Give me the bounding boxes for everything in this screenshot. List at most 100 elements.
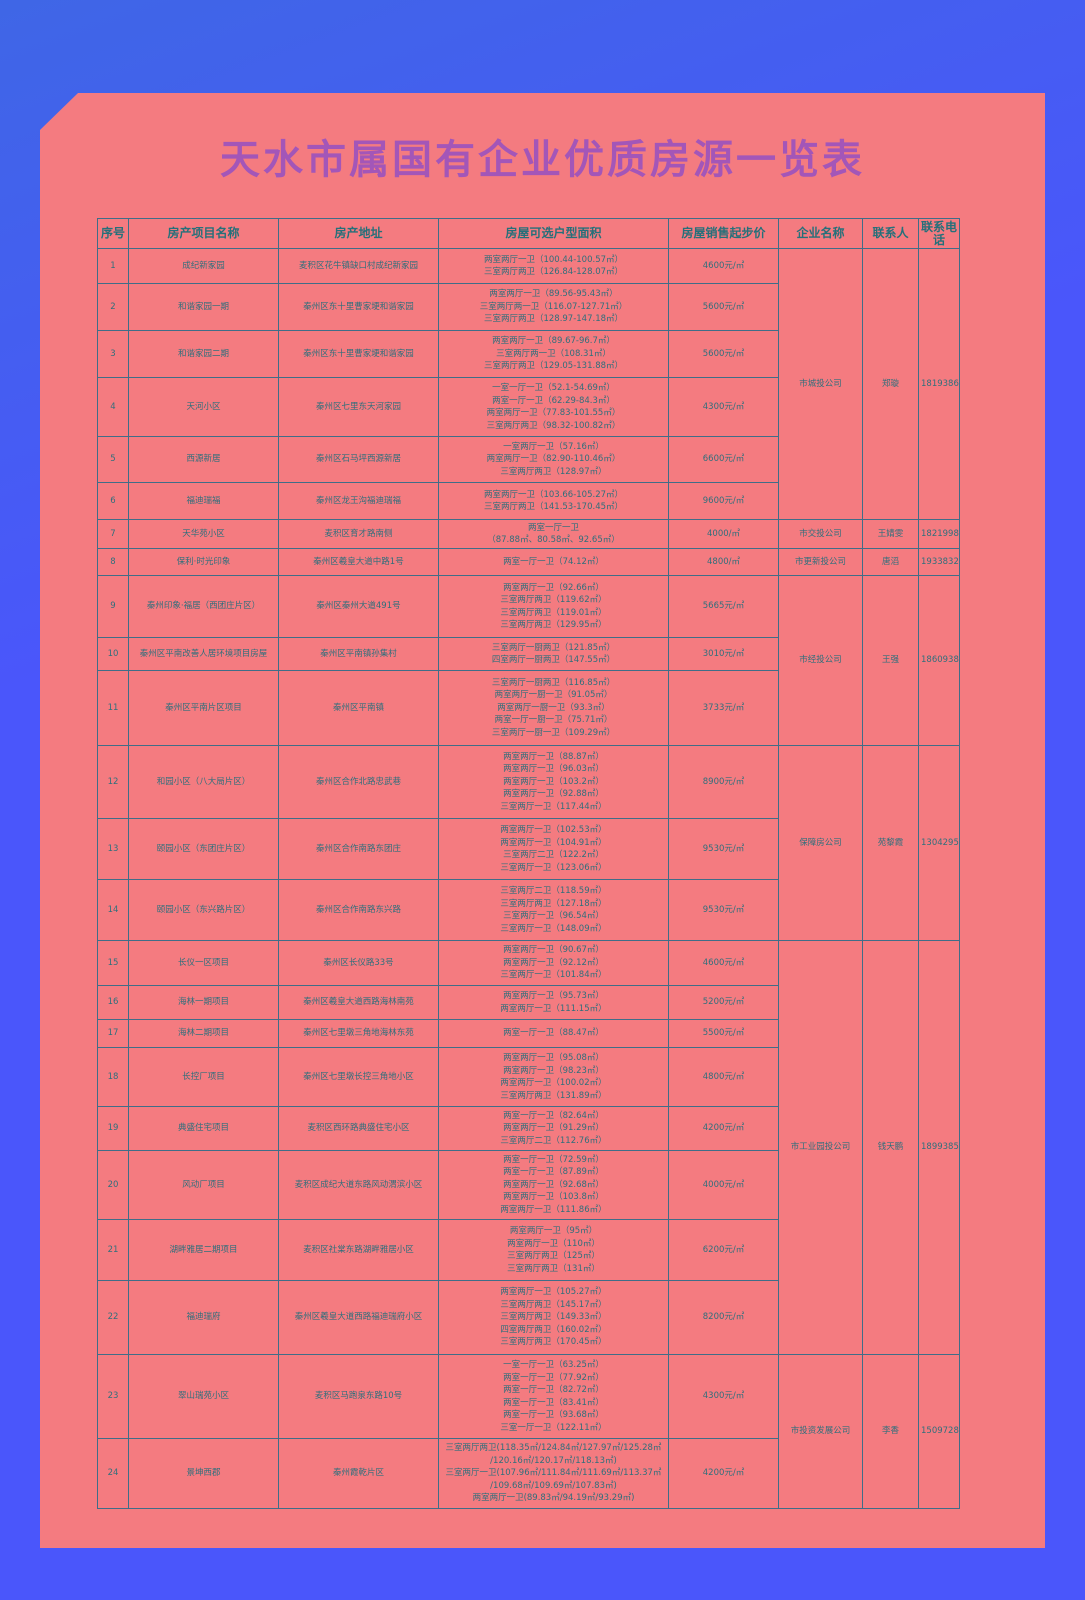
contact: 苑黎霞 [862,745,919,941]
row-number: 9 [97,575,129,638]
company: 市经投公司 [778,575,863,746]
unit-type: 三室两厅两卫（131.89㎡） [500,1090,607,1101]
row-number: 3 [97,330,129,378]
project-name: 福迪瑞府 [128,1280,279,1355]
unit-types: 两室两厅一卫（95㎡） 两室两厅一卫（110㎡） 三室两厅两卫（125㎡） 三室两厅两… [438,1219,669,1281]
project-name: 秦州区平南片区项目 [128,670,279,746]
row-number: 7 [97,519,129,549]
row-number: 12 [97,745,129,819]
housing-table: 序号 房产项目名称 房产地址 房屋可选户型面积 房屋销售起步价 企业名称 联系人 联系电话 1… [97,218,960,1509]
phone: 18193869889 [918,248,960,520]
unit-type: 三室两厅一卫（148.09㎡） [500,923,607,934]
unit-type: 两室两厅一卫（103.66-105.27㎡） [483,489,624,500]
price: 4000/㎡ [668,519,779,549]
unit-types: 两室一厅一卫（82.64㎡） 两室两厅一卫（91.29㎡） 三室两厅二卫（112.7… [438,1106,669,1151]
address: 秦州区长仪路33号 [278,940,439,986]
page-title: 天水市属国有企业优质房源一览表 [220,137,865,183]
table-row: 22 福迪瑞府 秦州区羲皇大道西路福迪瑞府小区 两室两厅一卫（105.27㎡） 三室两厅… [97,1280,960,1355]
unit-type: 两室两厅一厨一卫（93.3㎡） [497,702,610,713]
unit-types: 三室两厅二卫（118.59㎡） 三室两厅两卫（127.18㎡） 三室两厅一卫（96.… [438,879,669,941]
unit-types: 两室一厅一卫（88.47㎡） [438,1019,669,1048]
phone: 18219985517 [918,519,960,549]
price: 5600元/㎡ [668,330,779,378]
address: 秦州区龙王沟福迪瑞福 [278,482,439,520]
row-number: 14 [97,879,129,941]
address: 秦州区东十里曹家埂和谐家园 [278,283,439,331]
address: 秦州区羲皇大道西路福迪瑞府小区 [278,1280,439,1355]
unit-type: 两室一厅一卫（77.92㎡） [503,1372,604,1383]
unit-types: 两室两厅一卫（105.27㎡） 三室两厅两卫（145.17㎡） 三室两厅两卫（149… [438,1280,669,1355]
address: 秦州区羲皇大道中路1号 [278,548,439,576]
row-number: 5 [97,436,129,483]
project-name: 福迪瑞福 [128,482,279,520]
unit-type: 两室两厅一卫（95.73㎡） [503,991,604,1001]
unit-types: 两室两厅一卫（92.66㎡） 三室两厅两卫（119.62㎡） 三室两厅两卫（119.… [438,575,669,638]
table-row: 9 秦州印象·福居（西团庄片区） 秦州区秦州大道491号 两室两厅一卫（92.66㎡）… [97,575,960,746]
unit-type: 两室两厅一卫（103.8㎡） [503,1192,604,1203]
address: 秦州区平南镇 [278,670,439,746]
project-name: 景坤西郡 [128,1438,279,1509]
table-row: 23 翠山瑞苑小区 麦积区马跑泉东路10号 一室一厅一卫（63.25㎡） 两室一厅一卫（… [97,1354,960,1509]
row-number: 16 [97,985,129,1020]
price: 6200元/㎡ [668,1219,779,1281]
price: 3733元/㎡ [668,670,779,746]
unit-type: /120.16㎡/120.17㎡/118.13㎡) [490,1455,617,1466]
company: 市工业园投公司 [778,940,863,1355]
phone: 13042950317 [918,745,960,941]
price: 4800元/㎡ [668,1047,779,1107]
table-row: 2 和谐家园一期 秦州区东十里曹家埂和谐家园 两室两厅一卫（89.56-95.43㎡）… [97,283,960,331]
address: 秦州区七里东天河家园 [278,377,439,437]
contact: 王强 [862,575,919,746]
unit-type: 两室两厅一卫（111.86㎡） [500,1204,607,1215]
unit-type: 两室一厅一卫（82.64㎡） [503,1110,604,1121]
address: 秦州区合作南路东兴路 [278,879,439,941]
unit-type: 三室两厅一卫（117.44㎡） [500,801,607,812]
row-number: 20 [97,1150,129,1220]
unit-types: 两室一厅一卫（72.59㎡） 两室一厅一卫（87.89㎡） 两室两厅一卫（92.68… [438,1150,669,1220]
unit-type: 三室两厅两卫（129.95㎡） [500,620,607,630]
unit-types: 一室一厅一卫（63.25㎡） 两室一厅一卫（77.92㎡） 两室一厅一卫（82.72… [438,1354,669,1439]
project-name: 风动厂项目 [128,1150,279,1220]
price: 8200元/㎡ [668,1280,779,1355]
unit-types: 两室两厅一卫（95.08㎡） 两室两厅一卫（98.23㎡） 两室两厅一卫（100.0… [438,1047,669,1107]
unit-type: 两室一厅一卫（72.59㎡） [503,1154,604,1165]
unit-type: 两室一厅一卫（83.41㎡） [503,1397,604,1408]
unit-type: 两室两厅一卫（91.29㎡） [503,1123,604,1134]
header-cell: 序号 [97,218,129,249]
unit-type: 两室两厅一卫（92.68㎡） [503,1179,604,1190]
unit-type: 两室两厅一卫（98.23㎡） [503,1065,604,1076]
company: 保障房公司 [778,745,863,941]
unit-type: 三室两厅两卫（129.05-131.88㎡） [483,361,624,372]
unit-type: 三室两厅二卫（122.2㎡） [503,850,604,860]
price: 8900元/㎡ [668,745,779,819]
table-row: 5 西源新居 秦州区石马坪西源新居 一室两厅一卫（57.16㎡） 两室两厅一卫（82.9… [97,436,960,483]
project-name: 长控厂项目 [128,1047,279,1107]
unit-types: 两室一厅一卫（74.12㎡） [438,548,669,576]
unit-type: 两室两厅一卫（92.66㎡） [503,582,604,593]
unit-types: 两室两厅一卫（100.44-100.57㎡） 三室两厅两卫（126.84-128.… [438,248,669,284]
address: 秦州区平南镇孙集村 [278,637,439,671]
address: 秦州区东十里曹家埂和谐家园 [278,330,439,378]
unit-type: 一室一厅一卫（52.1-54.69㎡） [492,383,615,393]
project-name: 翠山瑞苑小区 [128,1354,279,1439]
project-name: 颐园小区（东兴路片区） [128,879,279,941]
unit-type: 两室两厅一卫（89.56-95.43㎡） [489,289,618,300]
row-number: 23 [97,1354,129,1439]
unit-types: 两室两厅一卫（89.56-95.43㎡） 三室两厅两一卫（116.07-127.7… [438,283,669,331]
unit-type: 三室两厅两一卫（116.07-127.71㎡） [479,301,628,312]
unit-type: 三室两厅一卫（101.84㎡） [500,970,607,981]
contact: 郑璇 [862,248,919,520]
unit-type: 三室两厅两一卫（108.31㎡） [496,348,611,359]
project-name: 和谐家园一期 [128,283,279,331]
row-number: 21 [97,1219,129,1281]
unit-types: 两室两厅一卫（103.66-105.27㎡） 三室两厅两卫（141.53-170.… [438,482,669,520]
price: 5600元/㎡ [668,283,779,331]
table-row: 24 景坤西郡 秦州霞乾片区 三室两厅两卫(118.35㎡/124.84㎡/127.9… [97,1438,960,1509]
unit-type: 两室两厅一卫（105.27㎡） [500,1287,607,1298]
header-cell: 房产地址 [278,218,439,249]
contact: 钱天鹏 [862,940,919,1355]
unit-types: 三室两厅两卫(118.35㎡/124.84㎡/127.97㎡/125.28㎡/1… [438,1438,669,1509]
price: 3010元/㎡ [668,637,779,671]
